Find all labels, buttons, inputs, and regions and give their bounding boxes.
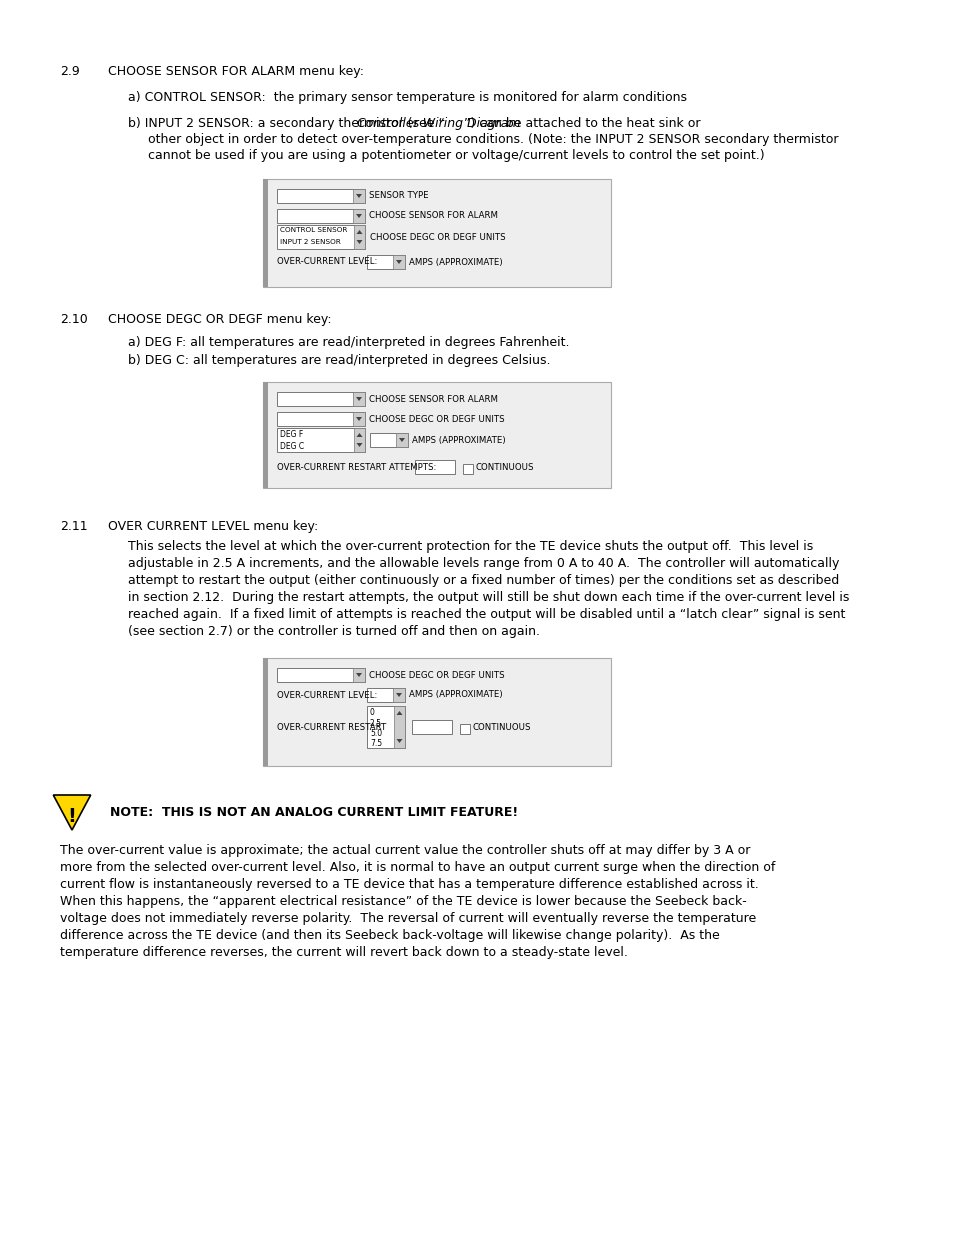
Polygon shape [396, 739, 402, 743]
Text: AMPS (APPROXIMATE): AMPS (APPROXIMATE) [409, 258, 502, 267]
Bar [353, 412, 365, 426]
Text: OVER-CURRENT RESTART ATTEMPTS:: OVER-CURRENT RESTART ATTEMPTS: [276, 462, 436, 472]
Text: CHOOSE DEGC OR DEGF UNITS: CHOOSE DEGC OR DEGF UNITS [369, 415, 504, 424]
Bar [263, 179, 610, 287]
Polygon shape [356, 433, 362, 437]
Text: 7.5: 7.5 [370, 740, 382, 748]
Text: 2.9: 2.9 [60, 65, 80, 78]
Text: attempt to restart the output (either continuously or a fixed number of times) p: attempt to restart the output (either co… [128, 574, 839, 587]
Text: OVER CURRENT LEVEL menu key:: OVER CURRENT LEVEL menu key: [108, 520, 318, 534]
Text: Controller Wiring Diagram: Controller Wiring Diagram [356, 117, 520, 130]
Text: in section 2.12.  During the restart attempts, the output will still be shut dow: in section 2.12. During the restart atte… [128, 592, 848, 604]
Text: adjustable in 2.5 A increments, and the allowable levels range from 0 A to 40 A.: adjustable in 2.5 A increments, and the … [128, 557, 839, 571]
Bar [263, 658, 610, 766]
Text: OVER-CURRENT RESTART: OVER-CURRENT RESTART [276, 724, 386, 732]
Bar [276, 225, 365, 249]
Text: CHOOSE SENSOR FOR ALARM: CHOOSE SENSOR FOR ALARM [369, 394, 497, 404]
Bar [393, 254, 405, 269]
Text: 5.0: 5.0 [370, 729, 382, 739]
Polygon shape [356, 230, 362, 233]
Text: CONTINUOUS: CONTINUOUS [476, 462, 534, 472]
Text: more from the selected over-current level. Also, it is normal to have an output : more from the selected over-current leve… [60, 861, 775, 874]
Bar [276, 412, 365, 426]
Text: OVER-CURRENT LEVEL:: OVER-CURRENT LEVEL: [276, 690, 377, 699]
Polygon shape [398, 438, 405, 442]
Text: temperature difference reverses, the current will revert back down to a steady-s: temperature difference reverses, the cur… [60, 946, 627, 960]
Text: AMPS (APPROXIMATE): AMPS (APPROXIMATE) [409, 690, 502, 699]
Bar [276, 189, 365, 203]
Bar [353, 668, 365, 682]
Text: 0: 0 [370, 708, 375, 718]
Bar [367, 254, 405, 269]
Text: voltage does not immediately reverse polarity.  The reversal of current will eve: voltage does not immediately reverse pol… [60, 911, 756, 925]
Text: a) CONTROL SENSOR:  the primary sensor temperature is monitored for alarm condit: a) CONTROL SENSOR: the primary sensor te… [128, 91, 686, 104]
Bar [263, 658, 268, 766]
Polygon shape [396, 711, 402, 715]
Polygon shape [395, 693, 401, 697]
Bar [395, 433, 408, 447]
Bar [370, 433, 408, 447]
Bar [412, 720, 452, 734]
Text: AMPS (APPROXIMATE): AMPS (APPROXIMATE) [412, 436, 505, 445]
Bar [367, 706, 405, 748]
Bar [276, 668, 365, 682]
Bar [263, 382, 268, 488]
Text: 2.11: 2.11 [60, 520, 88, 534]
Bar [353, 209, 365, 224]
Text: CHOOSE DEGC OR DEGF menu key:: CHOOSE DEGC OR DEGF menu key: [108, 312, 332, 326]
Text: CHOOSE SENSOR FOR ALARM menu key:: CHOOSE SENSOR FOR ALARM menu key: [108, 65, 364, 78]
Text: difference across the TE device (and then its Seebeck back-voltage will likewise: difference across the TE device (and the… [60, 929, 719, 942]
Polygon shape [355, 417, 361, 421]
Bar [354, 225, 365, 249]
Text: CONTROL SENSOR: CONTROL SENSOR [280, 227, 347, 233]
Polygon shape [395, 261, 401, 264]
Polygon shape [355, 194, 361, 198]
Text: The over-current value is approximate; the actual current value the controller s: The over-current value is approximate; t… [60, 844, 750, 857]
Text: NOTE:  THIS IS NOT AN ANALOG CURRENT LIMIT FEATURE!: NOTE: THIS IS NOT AN ANALOG CURRENT LIMI… [110, 806, 517, 819]
Text: (see section 2.7) or the controller is turned off and then on again.: (see section 2.7) or the controller is t… [128, 625, 539, 638]
Bar [263, 382, 610, 488]
Polygon shape [355, 396, 361, 401]
Text: b) DEG C: all temperatures are read/interpreted in degrees Celsius.: b) DEG C: all temperatures are read/inte… [128, 354, 550, 367]
Text: CHOOSE SENSOR FOR ALARM: CHOOSE SENSOR FOR ALARM [369, 211, 497, 221]
Text: CHOOSE DEGC OR DEGF UNITS: CHOOSE DEGC OR DEGF UNITS [370, 232, 505, 242]
Text: cannot be used if you are using a potentiometer or voltage/current levels to con: cannot be used if you are using a potent… [148, 149, 763, 162]
Bar [354, 429, 365, 452]
Bar [462, 464, 473, 474]
Text: 2.5: 2.5 [370, 719, 381, 727]
Text: SENSOR TYPE: SENSOR TYPE [369, 191, 428, 200]
Polygon shape [53, 795, 91, 830]
Text: INPUT 2 SENSOR: INPUT 2 SENSOR [280, 240, 340, 245]
Text: ”) can be attached to the heat sink or: ”) can be attached to the heat sink or [464, 117, 700, 130]
Text: OVER-CURRENT LEVEL:: OVER-CURRENT LEVEL: [276, 258, 377, 267]
Bar [263, 179, 268, 287]
Text: When this happens, the “apparent electrical resistance” of the TE device is lowe: When this happens, the “apparent electri… [60, 895, 746, 908]
Bar [276, 391, 365, 406]
Bar [394, 706, 405, 748]
Polygon shape [356, 443, 362, 447]
Text: other object in order to detect over-temperature conditions. (Note: the INPUT 2 : other object in order to detect over-tem… [148, 133, 838, 146]
Text: DEG C: DEG C [280, 442, 304, 451]
Text: a) DEG F: all temperatures are read/interpreted in degrees Fahrenheit.: a) DEG F: all temperatures are read/inte… [128, 336, 569, 350]
Text: !: ! [68, 806, 76, 826]
Text: This selects the level at which the over-current protection for the TE device sh: This selects the level at which the over… [128, 540, 812, 553]
Polygon shape [356, 240, 362, 245]
Text: reached again.  If a fixed limit of attempts is reached the output will be disab: reached again. If a fixed limit of attem… [128, 608, 844, 621]
Bar [276, 209, 365, 224]
Text: DEG F: DEG F [280, 430, 303, 438]
Polygon shape [355, 673, 361, 677]
Bar [415, 459, 455, 474]
Text: current flow is instantaneously reversed to a TE device that has a temperature d: current flow is instantaneously reversed… [60, 878, 758, 890]
Bar [393, 688, 405, 701]
Bar [276, 429, 365, 452]
Text: 2.10: 2.10 [60, 312, 88, 326]
Bar [459, 724, 470, 734]
Bar [353, 391, 365, 406]
Polygon shape [355, 214, 361, 219]
Text: b) INPUT 2 SENSOR: a secondary thermistor (see “: b) INPUT 2 SENSOR: a secondary thermisto… [128, 117, 444, 130]
Text: CONTINUOUS: CONTINUOUS [473, 722, 531, 731]
Text: CHOOSE DEGC OR DEGF UNITS: CHOOSE DEGC OR DEGF UNITS [369, 671, 504, 679]
Bar [353, 189, 365, 203]
Bar [367, 688, 405, 701]
